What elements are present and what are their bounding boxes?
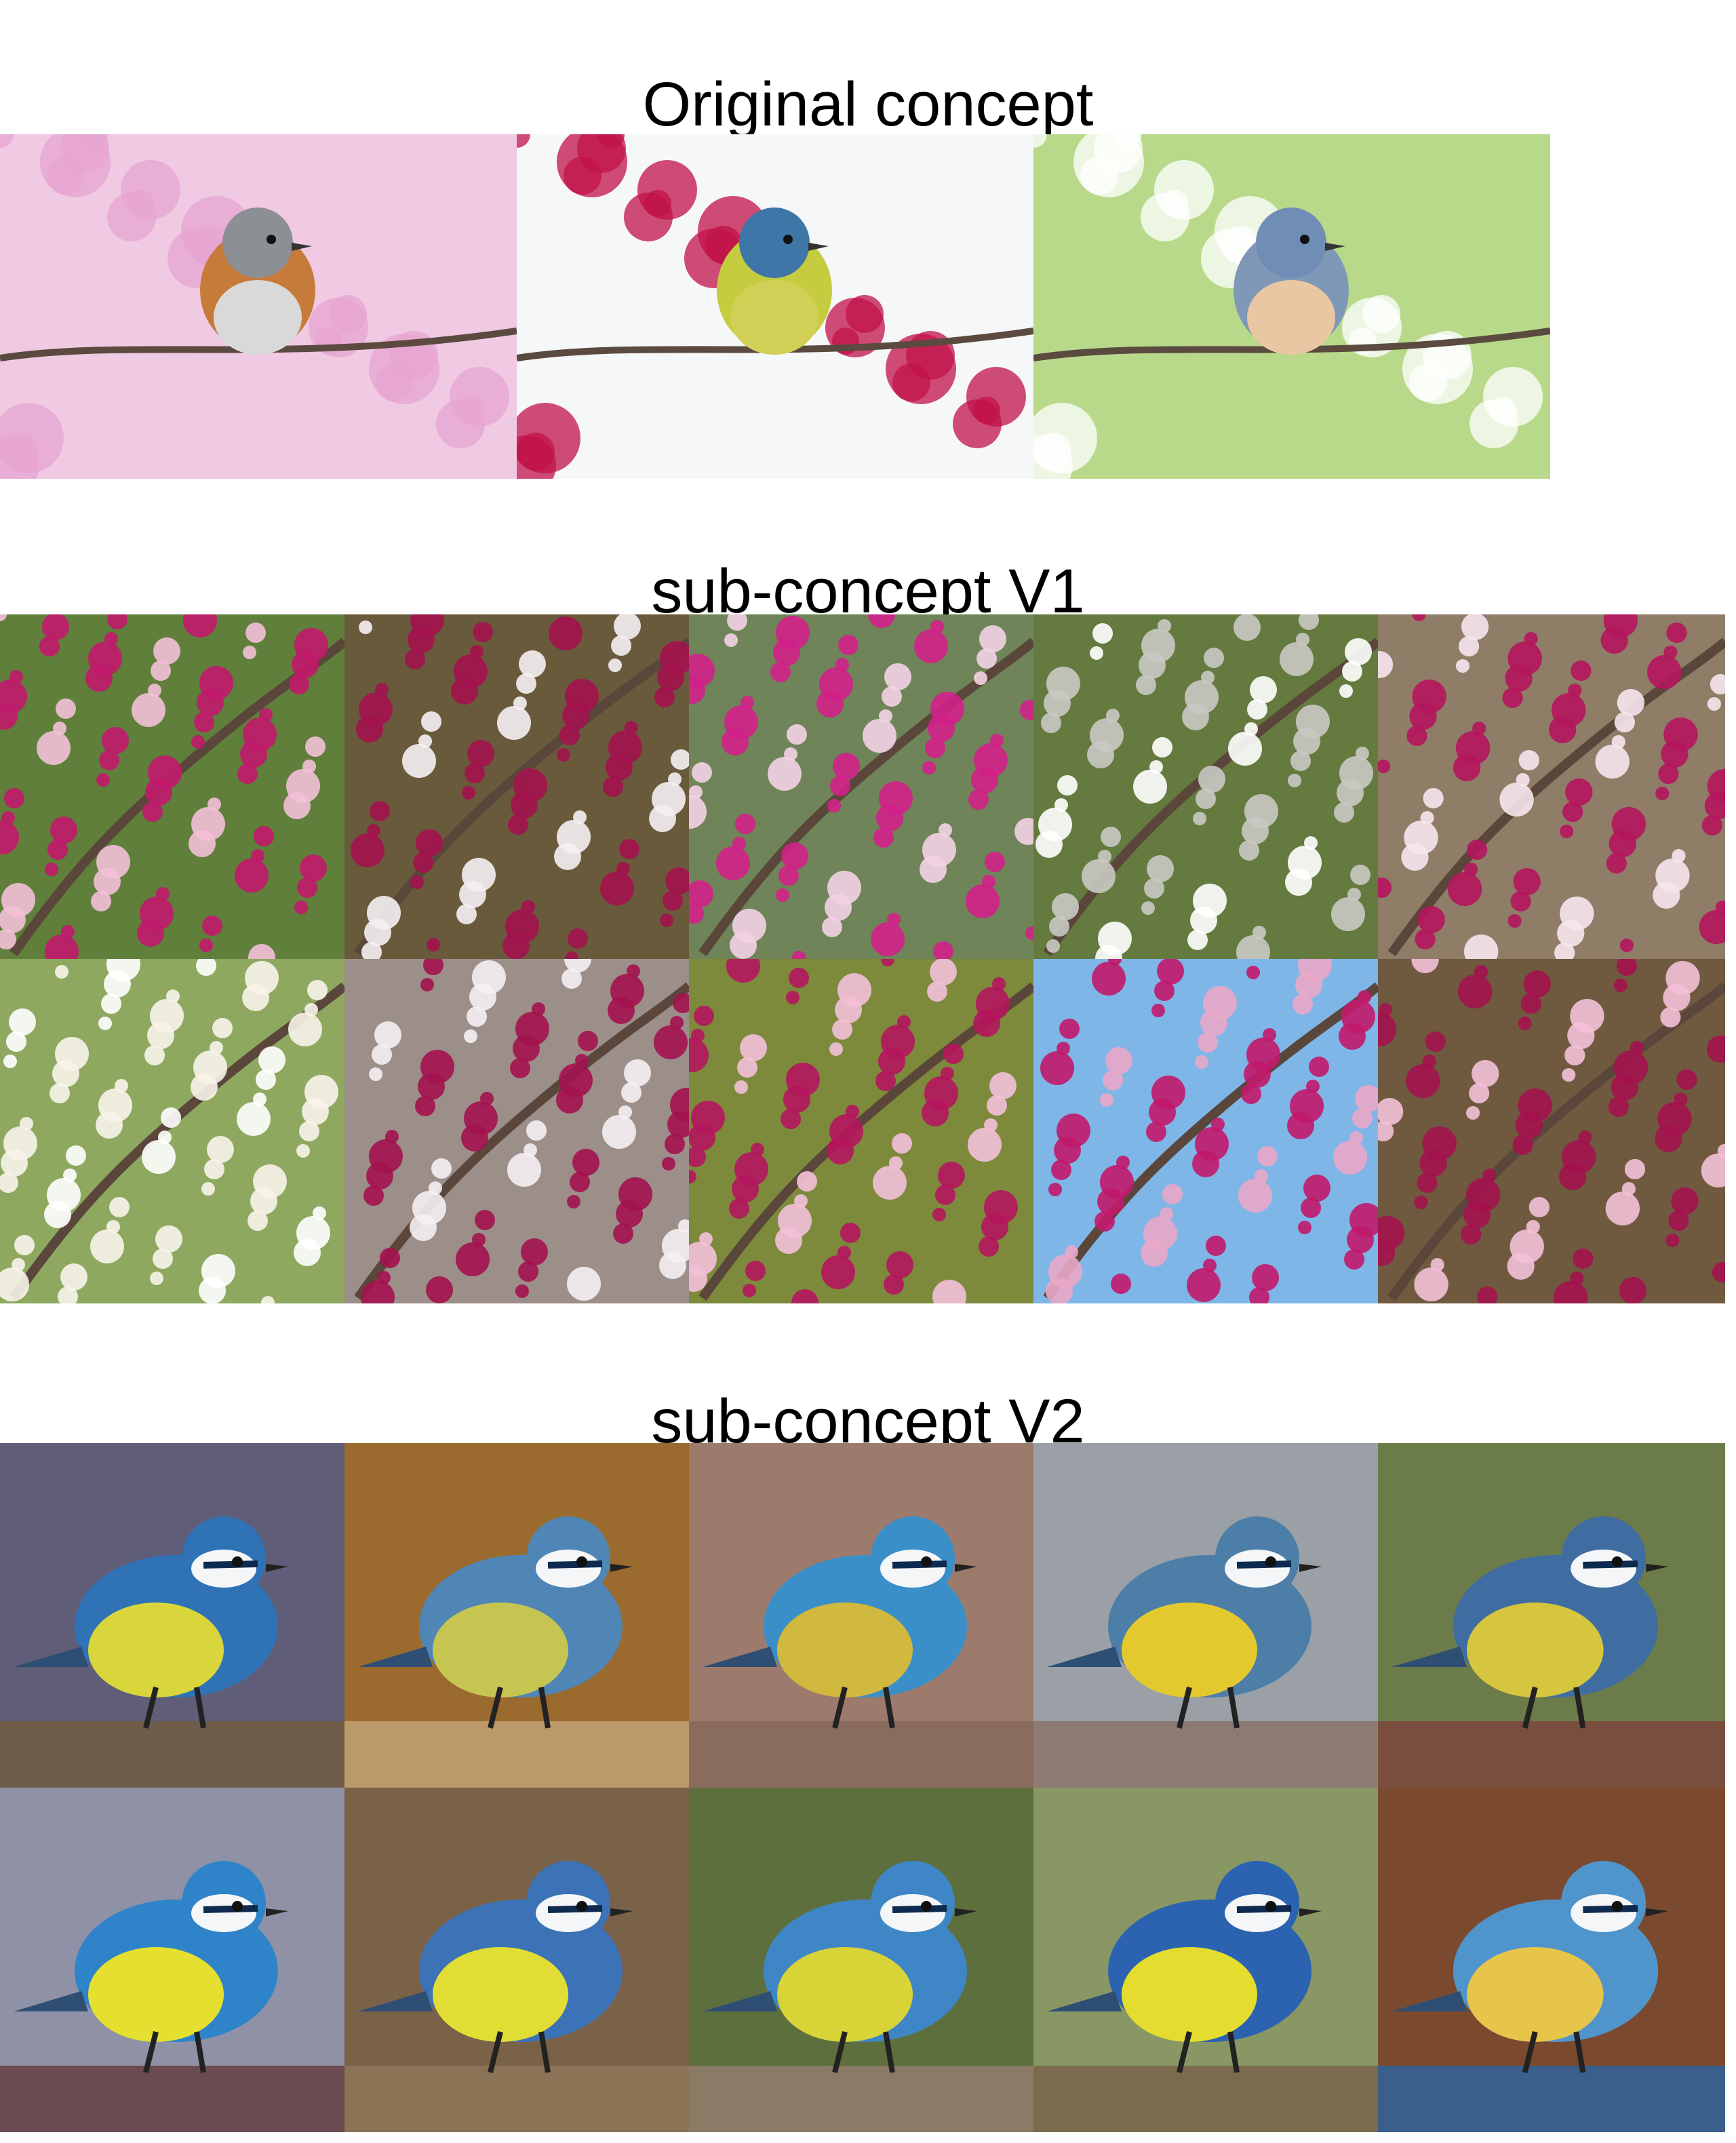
sub-concept-v1-image bbox=[1033, 959, 1378, 1303]
sub-concept-v1-image bbox=[344, 959, 689, 1303]
sub-concept-v2-image bbox=[1378, 1788, 1725, 2132]
sub-concept-v1-image bbox=[689, 959, 1033, 1303]
sub-concept-v1-image bbox=[1033, 614, 1378, 959]
sub-concept-v1-image bbox=[344, 614, 689, 959]
sub-concept-v2-image bbox=[689, 1443, 1033, 1788]
original-concept-image bbox=[517, 134, 1033, 479]
sub-concept-v2-image bbox=[1378, 1443, 1725, 1788]
sub-concept-v2-image bbox=[344, 1788, 689, 2132]
sub-concept-v2-image bbox=[0, 1443, 344, 1788]
sub-concept-v2-image bbox=[1033, 1443, 1378, 1788]
sub-concept-v2-image bbox=[689, 1788, 1033, 2132]
sub-concept-v2-image bbox=[0, 1788, 344, 2132]
sub-concept-v1-image bbox=[1378, 614, 1725, 959]
sub-concept-v1-image bbox=[0, 959, 344, 1303]
sub-concept-v1-image bbox=[0, 614, 344, 959]
sub-concept-v1-title: sub-concept V1 bbox=[651, 557, 1085, 626]
sub-concept-v2-image bbox=[344, 1443, 689, 1788]
sub-concept-v1-image bbox=[1378, 959, 1725, 1303]
original-concept-title: Original concept bbox=[642, 70, 1094, 139]
sub-concept-v2-title: sub-concept V2 bbox=[651, 1387, 1085, 1456]
sub-concept-v1-image bbox=[689, 614, 1033, 959]
sub-concept-v2-image bbox=[1033, 1788, 1378, 2132]
original-concept-image bbox=[0, 134, 517, 479]
original-concept-image bbox=[1033, 134, 1550, 479]
